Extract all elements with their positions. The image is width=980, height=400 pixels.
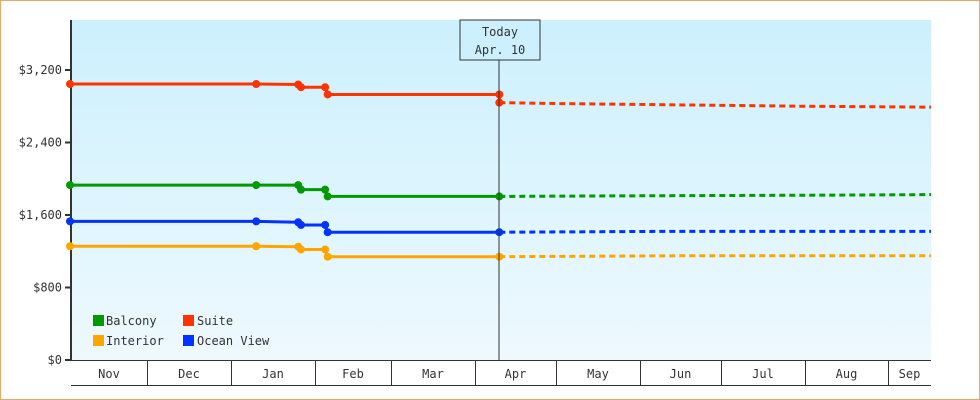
- plot-area: [71, 20, 931, 360]
- series-interior: [66, 242, 931, 261]
- x-month-label: Sep: [899, 367, 921, 381]
- x-month-label: Mar: [422, 367, 444, 381]
- y-tick-label: $2,400: [19, 136, 62, 150]
- series-balcony: [66, 181, 932, 201]
- legend: Balcony Suite Interior Ocean View: [93, 314, 270, 348]
- x-axis-months: Nov Dec Jan Feb Mar Apr May Jun Jul Aug Sep: [71, 360, 931, 386]
- x-month-label: Nov: [98, 367, 120, 381]
- series-ocean-view: [66, 217, 931, 237]
- legend-label-ocean-view: Ocean View: [197, 334, 270, 348]
- y-tick-label: $800: [33, 281, 62, 295]
- legend-label-suite: Suite: [197, 314, 233, 328]
- x-month-label: Feb: [342, 367, 364, 381]
- y-axis-ticks: $0 $800 $1,600 $2,400 $3,200: [19, 63, 71, 367]
- legend-swatch-balcony: [93, 315, 104, 326]
- x-month-label: Aug: [836, 367, 858, 381]
- x-month-label: Jul: [752, 367, 774, 381]
- x-month-label: Dec: [178, 367, 200, 381]
- x-month-label: Apr: [505, 367, 527, 381]
- series-suite: [66, 80, 932, 109]
- y-tick-label: $0: [48, 353, 62, 367]
- y-tick-label: $3,200: [19, 63, 62, 77]
- x-month-label: Jun: [670, 367, 692, 381]
- legend-swatch-interior: [93, 335, 104, 346]
- legend-label-interior: Interior: [106, 334, 164, 348]
- today-label-line2: Apr. 10: [475, 43, 526, 57]
- today-label-line1: Today: [482, 25, 518, 39]
- series-lines: [66, 80, 932, 261]
- x-month-label: Jan: [262, 367, 284, 381]
- legend-swatch-ocean-view: [183, 335, 194, 346]
- y-tick-label: $1,600: [19, 208, 62, 222]
- x-month-label: May: [587, 367, 609, 381]
- legend-label-balcony: Balcony: [106, 314, 157, 328]
- legend-swatch-suite: [183, 315, 194, 326]
- today-label-box: [459, 19, 541, 61]
